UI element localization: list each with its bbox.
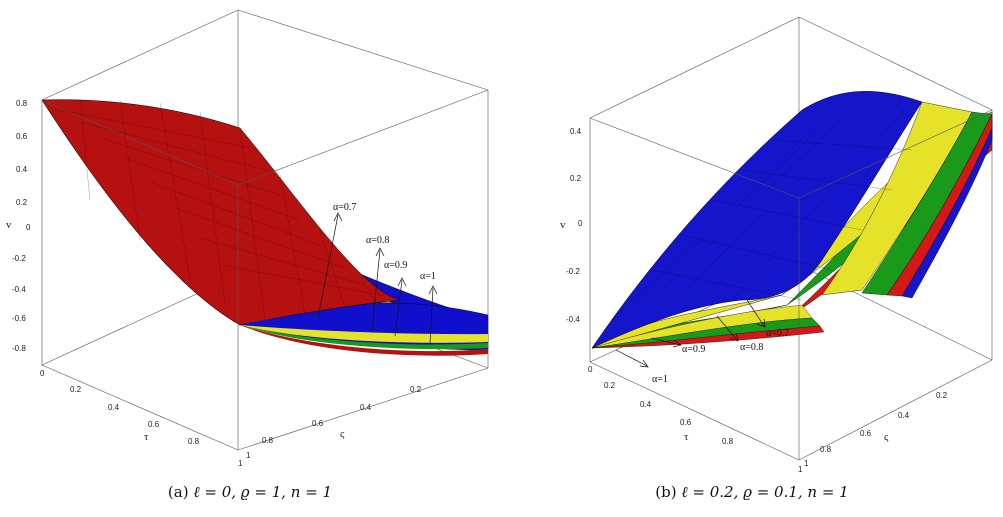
y-tick-a-3: 0.8 xyxy=(262,436,274,445)
x-axis-label-b: τ xyxy=(684,431,689,443)
annot-alpha-0.9-a: α=0.9 xyxy=(384,260,407,271)
z-axis-label-b: v xyxy=(560,219,566,231)
x-tick-b-5: 1 xyxy=(798,465,803,474)
x-tick-b-3: 0.6 xyxy=(680,418,692,427)
caption-a: (a) ℓ = 0, ϱ = 1, n = 1 xyxy=(0,483,500,502)
y-axis-label-a: ς xyxy=(340,428,345,440)
box-front-edges xyxy=(41,89,489,451)
y-tick-b-3: 0.8 xyxy=(820,445,832,454)
z-tick-a-0: 0.8 xyxy=(16,99,28,108)
annot-alpha-0.7-b: α=0.7 xyxy=(766,328,789,339)
x-tick-b-1: 0.2 xyxy=(604,381,616,390)
z-tick-b-3: -0.2 xyxy=(566,267,580,276)
y-tick-a-4: 1 xyxy=(246,451,251,460)
x-tick-a-5: 1 xyxy=(238,459,243,468)
z-ticks-b: 0.4 0.2 0 -0.2 -0.4 xyxy=(566,127,583,324)
x-tick-a-0: 0 xyxy=(40,369,45,378)
z-tick-a-4: 0 xyxy=(26,223,31,232)
x-tick-b-4: 0.8 xyxy=(722,437,734,446)
z-tick-a-6: -0.4 xyxy=(12,285,26,294)
x-tick-a-2: 0.4 xyxy=(108,403,120,412)
x-tick-a-3: 0.6 xyxy=(148,420,160,429)
box-front-edges-b xyxy=(589,109,993,461)
annot-alpha-0.9-b: α=0.9 xyxy=(682,344,705,355)
y-tick-b-0: 0.2 xyxy=(936,391,948,400)
surface-plot-b: 0.4 0.2 0 -0.2 -0.4 v 0 0.2 0.4 0.6 0.8 … xyxy=(560,16,993,474)
z-tick-a-1: 0.6 xyxy=(16,132,28,141)
surface-blue-band-b xyxy=(901,127,993,299)
subfigure-a: 0.8 0.6 0.4 0.2 0 -0.2 -0.4 -0.6 -0.8 v … xyxy=(0,0,500,517)
subfigure-b: 0.4 0.2 0 -0.2 -0.4 v 0 0.2 0.4 0.6 0.8 … xyxy=(502,0,1002,517)
y-axis-label-b: ς xyxy=(884,431,889,443)
z-tick-b-0: 0.4 xyxy=(570,127,582,136)
x-ticks-b: 0 0.2 0.4 0.6 0.8 1 xyxy=(588,365,803,474)
caption-b: (b) ℓ = 0.2, ϱ = 0.1, n = 1 xyxy=(502,483,1002,502)
surface-red-front-a xyxy=(240,325,488,356)
y-tick-a-0: 0.2 xyxy=(410,385,422,394)
z-tick-a-3: 0.2 xyxy=(16,198,28,207)
y-ticks-b: 0.2 0.4 0.6 0.8 1 xyxy=(804,391,948,468)
caption-math-a: ℓ = 0, ϱ = 1, n = 1 xyxy=(193,483,333,501)
x-tick-a-4: 0.8 xyxy=(188,437,200,446)
caption-math-b: ℓ = 0.2, ϱ = 0.1, n = 1 xyxy=(681,483,849,501)
annot-alpha-1-a: α=1 xyxy=(420,271,436,282)
z-tick-a-2: 0.4 xyxy=(16,165,28,174)
z-tick-b-2: 0 xyxy=(578,219,583,228)
surface-yellow-band-b xyxy=(821,101,973,296)
annot-alpha-0.7-a: α=0.7 xyxy=(333,202,356,213)
caption-label-a: (a) xyxy=(167,483,189,501)
x-ticks-a: 0 0.2 0.4 0.6 0.8 1 xyxy=(40,369,243,468)
y-tick-a-2: 0.6 xyxy=(312,419,324,428)
annot-alpha-0.8-a: α=0.8 xyxy=(366,235,389,246)
surface-blue-front-a xyxy=(240,309,488,332)
y-ticks-a: 0.2 0.4 0.6 0.8 1 xyxy=(246,385,422,460)
z-tick-b-1: 0.2 xyxy=(570,174,582,183)
z-tick-a-7: -0.6 xyxy=(12,314,26,323)
y-tick-b-2: 0.6 xyxy=(860,429,872,438)
y-tick-b-4: 1 xyxy=(804,459,809,468)
z-tick-b-4: -0.4 xyxy=(566,315,580,324)
y-tick-b-1: 0.4 xyxy=(898,411,910,420)
annot-alpha-1-b: α=1 xyxy=(652,374,668,385)
surfaces-a xyxy=(41,98,489,356)
surface-yellow-front-a xyxy=(240,325,488,343)
alpha-annotations-b xyxy=(615,299,766,368)
z-tick-a-8: -0.8 xyxy=(12,344,26,353)
x-axis-label-a: τ xyxy=(144,431,149,443)
caption-label-b: (b) xyxy=(655,483,677,501)
surface-plot-a: 0.8 0.6 0.4 0.2 0 -0.2 -0.4 -0.6 -0.8 v … xyxy=(6,9,489,468)
x-tick-a-1: 0.2 xyxy=(70,385,82,394)
z-ticks-a: 0.8 0.6 0.4 0.2 0 -0.2 -0.4 -0.6 -0.8 xyxy=(12,99,31,353)
z-axis-label-a: v xyxy=(6,219,12,231)
surface-green-front-a xyxy=(240,325,488,350)
y-tick-a-1: 0.4 xyxy=(360,403,372,412)
x-tick-b-2: 0.4 xyxy=(640,400,652,409)
alpha-annotations-a xyxy=(317,212,438,344)
surfaces-b xyxy=(591,91,993,349)
z-tick-a-5: -0.2 xyxy=(12,254,26,263)
x-tick-b-0: 0 xyxy=(588,365,593,374)
surface-red-top-a xyxy=(41,99,401,326)
annot-alpha-0.8-b: α=0.8 xyxy=(740,342,763,353)
